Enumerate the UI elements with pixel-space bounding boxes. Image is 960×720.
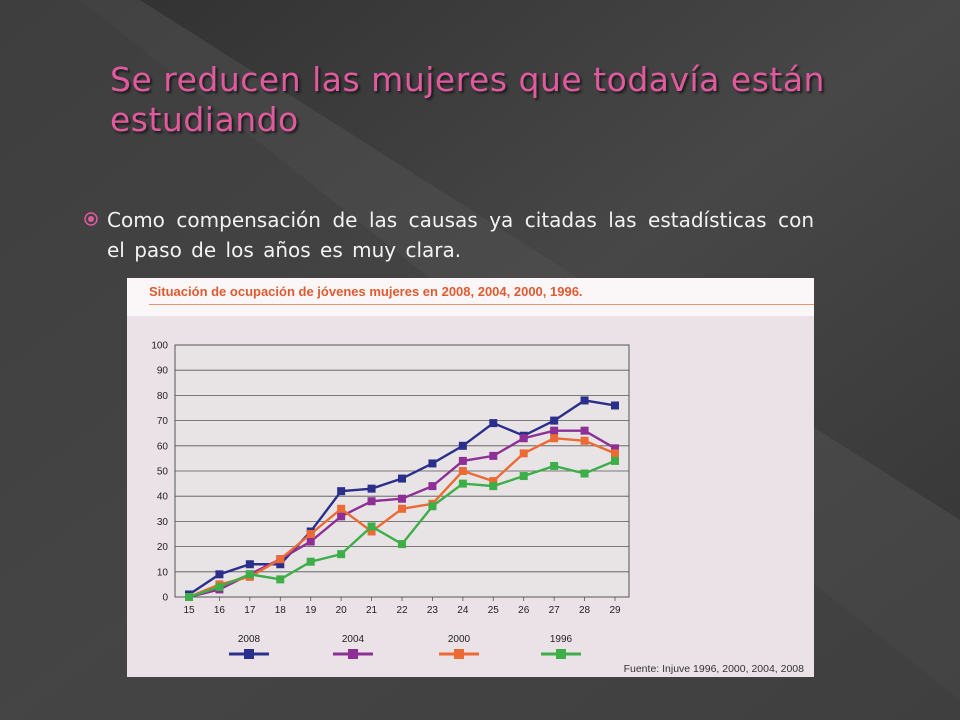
data-point bbox=[398, 540, 406, 549]
data-point bbox=[428, 502, 437, 511]
data-point bbox=[580, 426, 589, 435]
legend-marker bbox=[454, 649, 464, 659]
y-tick-label: 40 bbox=[157, 492, 169, 503]
data-point bbox=[458, 456, 467, 465]
x-tick-label: 27 bbox=[549, 605, 561, 616]
data-point bbox=[367, 497, 376, 506]
data-point bbox=[428, 459, 437, 468]
y-tick-label: 70 bbox=[157, 416, 169, 427]
x-tick-label: 24 bbox=[457, 605, 469, 616]
data-point bbox=[611, 444, 619, 453]
data-point bbox=[185, 593, 193, 601]
data-point bbox=[276, 555, 285, 564]
data-point bbox=[611, 456, 619, 465]
y-tick-label: 20 bbox=[157, 542, 169, 553]
bullet-item: Como compensación de las causas ya citad… bbox=[84, 205, 814, 265]
data-point bbox=[337, 550, 346, 559]
data-point bbox=[550, 426, 559, 435]
x-tick-label: 15 bbox=[183, 605, 195, 616]
x-tick-label: 28 bbox=[579, 605, 591, 616]
legend-label: 2000 bbox=[448, 634, 471, 645]
data-point bbox=[611, 401, 619, 410]
x-tick-label: 17 bbox=[244, 605, 256, 616]
data-point bbox=[276, 560, 285, 569]
x-tick-label: 21 bbox=[366, 605, 378, 616]
y-tick-label: 50 bbox=[157, 467, 169, 478]
y-tick-label: 60 bbox=[157, 441, 169, 452]
data-point bbox=[519, 472, 528, 481]
data-point bbox=[580, 396, 589, 405]
source-note: Fuente: Injuve 1996, 2000, 2004, 2008 bbox=[623, 663, 804, 675]
data-point bbox=[245, 570, 254, 579]
data-point bbox=[398, 474, 406, 483]
title-rule bbox=[149, 304, 814, 305]
data-point bbox=[398, 504, 406, 513]
x-tick-label: 29 bbox=[609, 605, 621, 616]
x-tick-label: 25 bbox=[488, 605, 500, 616]
chart-figure: Situación de ocupación de jóvenes mujere… bbox=[127, 278, 814, 677]
x-tick-label: 16 bbox=[214, 605, 226, 616]
data-point bbox=[367, 522, 376, 531]
data-point bbox=[458, 441, 467, 450]
legend-marker bbox=[348, 649, 358, 659]
data-point bbox=[489, 477, 498, 486]
bullet-icon bbox=[84, 212, 98, 226]
data-point bbox=[489, 451, 498, 460]
data-point bbox=[367, 527, 376, 536]
data-point bbox=[519, 449, 528, 458]
slide-title: Se reducen las mujeres que todavía están… bbox=[110, 60, 825, 139]
legend-marker bbox=[556, 649, 566, 659]
data-point bbox=[306, 557, 315, 566]
y-tick-label: 90 bbox=[157, 366, 169, 377]
data-point bbox=[337, 504, 346, 513]
data-point bbox=[428, 482, 437, 491]
y-tick-label: 30 bbox=[157, 517, 169, 528]
x-tick-label: 19 bbox=[305, 605, 317, 616]
x-tick-label: 18 bbox=[275, 605, 287, 616]
data-point bbox=[489, 482, 498, 491]
data-point bbox=[306, 530, 315, 538]
data-point bbox=[398, 494, 406, 503]
data-point bbox=[489, 419, 498, 428]
y-tick-label: 0 bbox=[162, 593, 168, 604]
legend-label: 1996 bbox=[550, 634, 573, 645]
data-point bbox=[580, 436, 589, 445]
chart-title: Situación de ocupación de jóvenes mujere… bbox=[149, 284, 583, 299]
data-point bbox=[519, 434, 528, 443]
data-point bbox=[306, 537, 315, 546]
bullet-text: Como compensación de las causas ya citad… bbox=[107, 208, 814, 262]
y-tick-label: 10 bbox=[157, 567, 169, 578]
data-point bbox=[550, 434, 559, 443]
data-point bbox=[580, 469, 589, 478]
line-chart: 0 10 20 30 40 50 60 70 80 90 100 15 16 17 18 19 20 21 22 23… bbox=[151, 341, 630, 659]
legend-label: 2004 bbox=[342, 634, 365, 645]
data-point bbox=[458, 479, 467, 488]
data-point bbox=[458, 467, 467, 475]
data-point bbox=[245, 560, 254, 569]
x-tick-label: 23 bbox=[427, 605, 439, 616]
data-point bbox=[337, 512, 346, 521]
data-point bbox=[367, 484, 376, 493]
x-tick-label: 26 bbox=[518, 605, 530, 616]
x-tick-label: 20 bbox=[336, 605, 348, 616]
figure-header: Situación de ocupación de jóvenes mujere… bbox=[127, 278, 814, 316]
data-point bbox=[550, 416, 559, 425]
y-tick-label: 100 bbox=[151, 341, 168, 352]
data-point bbox=[337, 487, 346, 496]
x-tick-label: 22 bbox=[396, 605, 408, 616]
data-point bbox=[550, 461, 559, 470]
data-point bbox=[276, 575, 285, 584]
data-point bbox=[611, 449, 619, 458]
data-point bbox=[215, 570, 224, 579]
data-point bbox=[215, 582, 224, 591]
legend-label: 2008 bbox=[238, 634, 261, 645]
legend-marker bbox=[244, 649, 254, 659]
y-tick-label: 80 bbox=[157, 391, 169, 402]
